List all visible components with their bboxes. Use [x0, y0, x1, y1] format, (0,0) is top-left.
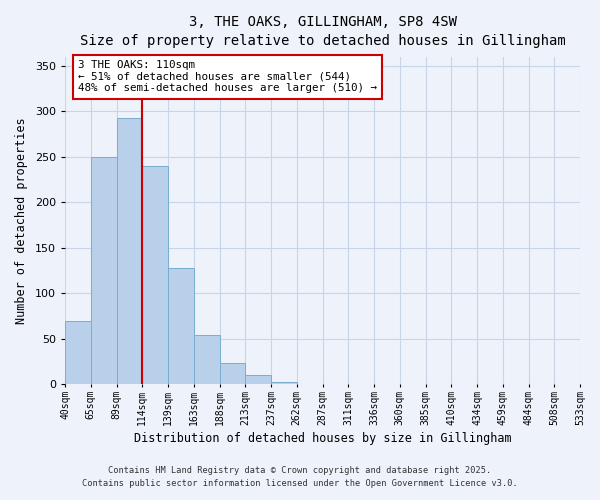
Text: 3 THE OAKS: 110sqm
← 51% of detached houses are smaller (544)
48% of semi-detach: 3 THE OAKS: 110sqm ← 51% of detached hou… — [78, 60, 377, 94]
Y-axis label: Number of detached properties: Number of detached properties — [15, 117, 28, 324]
Bar — [65, 320, 91, 384]
Bar — [271, 382, 297, 384]
Bar — [91, 156, 116, 384]
Bar — [142, 166, 168, 384]
Bar — [194, 335, 220, 384]
Bar — [245, 375, 271, 384]
Bar — [116, 118, 142, 384]
Text: Contains HM Land Registry data © Crown copyright and database right 2025.
Contai: Contains HM Land Registry data © Crown c… — [82, 466, 518, 487]
Title: 3, THE OAKS, GILLINGHAM, SP8 4SW
Size of property relative to detached houses in: 3, THE OAKS, GILLINGHAM, SP8 4SW Size of… — [80, 15, 565, 48]
Bar — [168, 268, 194, 384]
X-axis label: Distribution of detached houses by size in Gillingham: Distribution of detached houses by size … — [134, 432, 511, 445]
Bar — [220, 364, 245, 384]
